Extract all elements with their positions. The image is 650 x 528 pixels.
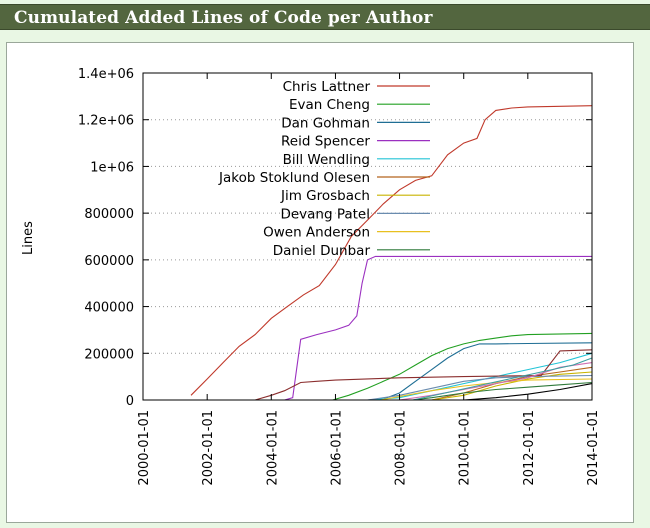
legend-label: Jim Grosbach (280, 188, 370, 204)
legend-label: Evan Cheng (289, 97, 370, 113)
plot-border (142, 72, 593, 401)
legend-label: Owen Anderson (263, 225, 370, 241)
y-tick-label: 1.2e+06 (78, 114, 134, 129)
y-axis: 0 200000 400000 600000 800000 1e+06 1.2e+06 1.4… (78, 67, 592, 409)
x-tick-label: 2000-01-01 (137, 410, 152, 486)
series-line (412, 381, 593, 401)
legend-label: Chris Lattner (283, 79, 371, 95)
series-line (332, 332, 593, 401)
y-axis-label: Lines (21, 221, 36, 255)
legend-label: Reid Spencer (281, 134, 370, 150)
legend-label: Dan Gohman (281, 115, 370, 131)
y-tick-label: 0 (126, 394, 134, 409)
title-bar: Cumulated Added Lines of Code per Author (0, 4, 650, 30)
y-tick-label: 400000 (84, 301, 134, 316)
x-tick-label: 2014-01-01 (586, 410, 601, 486)
y-tick-label: 600000 (84, 254, 134, 269)
x-tick-label: 2010-01-01 (458, 410, 473, 486)
y-tick-label: 1e+06 (90, 160, 134, 175)
x-tick-label: 2008-01-01 (394, 410, 409, 486)
legend-label: Bill Wendling (283, 152, 370, 168)
legend-label: Daniel Dunbar (273, 243, 371, 259)
y-tick-label: 200000 (84, 347, 134, 362)
legend: Chris Lattner Evan Cheng Dan Gohman Reid Sp… (218, 79, 430, 259)
x-tick-label: 2002-01-01 (201, 410, 216, 486)
series-line (431, 371, 593, 401)
series-line (380, 342, 593, 401)
series-line (254, 349, 593, 401)
series-line (284, 255, 592, 401)
x-axis: 2000-01-01 2002-01-01 2004-01-01 2006-01-01… (137, 73, 601, 486)
x-tick-label: 2004-01-01 (265, 410, 280, 486)
legend-label: Jakob Stoklund Olesen (218, 170, 370, 186)
series-line (431, 366, 593, 401)
page-title: Cumulated Added Lines of Code per Author (14, 8, 433, 28)
x-tick-label: 2006-01-01 (329, 410, 344, 486)
series-line (412, 357, 593, 401)
series-line (190, 105, 593, 396)
series-line (399, 362, 593, 401)
y-tick-label: 1.4e+06 (78, 67, 134, 82)
chart-frame (6, 42, 634, 523)
y-tick-label: 800000 (84, 207, 134, 222)
series-layer (190, 105, 593, 401)
legend-label: Devang Patel (280, 206, 370, 222)
x-tick-label: 2012-01-01 (522, 410, 537, 486)
